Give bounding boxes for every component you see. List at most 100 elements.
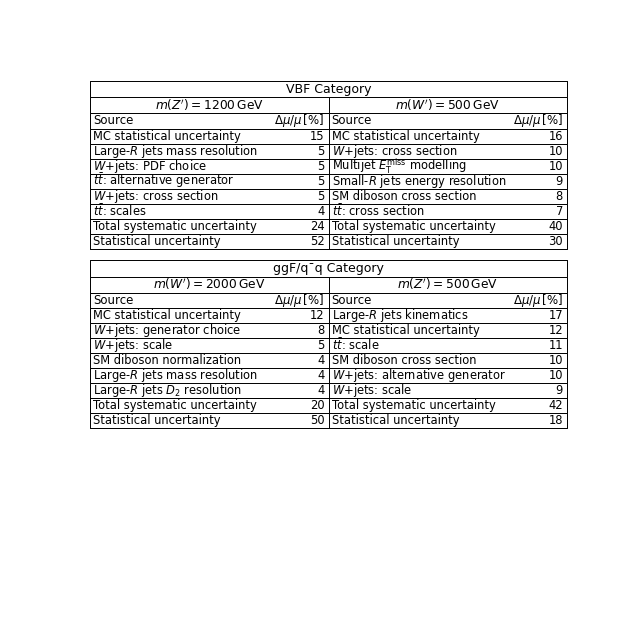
Bar xyxy=(90,338,328,353)
Text: 10: 10 xyxy=(549,159,563,173)
Text: 12: 12 xyxy=(548,324,563,337)
Text: $\Delta\mu/\mu\,[\%]$: $\Delta\mu/\mu\,[\%]$ xyxy=(274,292,324,309)
Text: ggF/q¯q Category: ggF/q¯q Category xyxy=(273,262,384,275)
Text: Source: Source xyxy=(331,294,372,307)
Text: $m(W^{\prime}) = 500\,\mathrm{GeV}$: $m(W^{\prime}) = 500\,\mathrm{GeV}$ xyxy=(395,97,500,113)
Text: 10: 10 xyxy=(549,145,563,158)
Text: 40: 40 xyxy=(549,220,563,233)
Bar xyxy=(90,308,328,323)
Text: Statistical uncertainty: Statistical uncertainty xyxy=(94,414,221,427)
Text: 15: 15 xyxy=(310,130,324,143)
Text: SM diboson normalization: SM diboson normalization xyxy=(94,354,242,367)
Text: $\Delta\mu/\mu\,[\%]$: $\Delta\mu/\mu\,[\%]$ xyxy=(274,113,324,130)
Text: $W$+jets: scale: $W$+jets: scale xyxy=(331,382,412,399)
Text: $\Delta\mu/\mu\,[\%]$: $\Delta\mu/\mu\,[\%]$ xyxy=(513,113,563,130)
Text: Total systematic uncertainty: Total systematic uncertainty xyxy=(331,399,495,412)
Text: 20: 20 xyxy=(310,399,324,412)
Text: 16: 16 xyxy=(549,130,563,143)
Text: Total systematic uncertainty: Total systematic uncertainty xyxy=(94,220,257,233)
Text: $t\bar{t}$: cross section: $t\bar{t}$: cross section xyxy=(331,204,424,219)
Text: 9: 9 xyxy=(556,384,563,397)
Text: 9: 9 xyxy=(556,174,563,188)
Bar xyxy=(90,219,328,234)
Text: Large-$R$ jets kinematics: Large-$R$ jets kinematics xyxy=(331,307,469,324)
Bar xyxy=(90,159,328,174)
Text: 7: 7 xyxy=(556,205,563,218)
Bar xyxy=(90,81,567,249)
Bar xyxy=(329,97,567,113)
Text: 18: 18 xyxy=(549,414,563,427)
Text: $W$+jets: cross section: $W$+jets: cross section xyxy=(94,188,219,205)
Text: 42: 42 xyxy=(548,399,563,412)
Text: $t\bar{t}$: alternative generator: $t\bar{t}$: alternative generator xyxy=(94,172,235,191)
Bar xyxy=(329,308,567,323)
Bar xyxy=(90,383,328,398)
Text: 5: 5 xyxy=(317,339,324,352)
Text: 11: 11 xyxy=(549,339,563,352)
Bar xyxy=(329,338,567,353)
Bar xyxy=(329,129,567,144)
Text: $m(Z^{\prime}) = 1200\,\mathrm{GeV}$: $m(Z^{\prime}) = 1200\,\mathrm{GeV}$ xyxy=(155,97,264,113)
Bar xyxy=(329,234,567,249)
Text: Small-$R$ jets energy resolution: Small-$R$ jets energy resolution xyxy=(331,173,506,190)
Bar xyxy=(329,368,567,383)
Bar xyxy=(90,368,328,383)
Bar xyxy=(90,277,328,293)
Bar xyxy=(90,144,328,159)
Bar xyxy=(329,144,567,159)
Text: 4: 4 xyxy=(317,384,324,397)
Text: 8: 8 xyxy=(556,190,563,202)
Bar xyxy=(90,353,328,368)
Text: MC statistical uncertainty: MC statistical uncertainty xyxy=(331,130,479,143)
Bar xyxy=(90,189,328,204)
Bar xyxy=(329,219,567,234)
Text: $t\bar{t}$: scale: $t\bar{t}$: scale xyxy=(331,338,379,353)
Text: 50: 50 xyxy=(310,414,324,427)
Text: 17: 17 xyxy=(548,309,563,322)
Bar xyxy=(90,323,328,338)
Text: 5: 5 xyxy=(317,190,324,202)
Bar xyxy=(90,398,328,413)
Text: Large-$R$ jets mass resolution: Large-$R$ jets mass resolution xyxy=(94,367,258,384)
Text: Large-$R$ jets $D_2$ resolution: Large-$R$ jets $D_2$ resolution xyxy=(94,382,242,399)
Text: 52: 52 xyxy=(310,235,324,248)
Text: SM diboson cross section: SM diboson cross section xyxy=(331,354,476,367)
Text: MC statistical uncertainty: MC statistical uncertainty xyxy=(94,130,241,143)
Text: MC statistical uncertainty: MC statistical uncertainty xyxy=(94,309,241,322)
Text: $W$+jets: scale: $W$+jets: scale xyxy=(94,337,174,354)
Bar xyxy=(90,293,328,308)
Text: Statistical uncertainty: Statistical uncertainty xyxy=(331,414,459,427)
Bar xyxy=(329,113,567,129)
Text: 8: 8 xyxy=(317,324,324,337)
Bar xyxy=(90,97,328,113)
Text: $m(W^{\prime}) = 2000\,\mathrm{GeV}$: $m(W^{\prime}) = 2000\,\mathrm{GeV}$ xyxy=(153,277,265,292)
Bar xyxy=(90,174,328,189)
Bar xyxy=(329,398,567,413)
Bar xyxy=(90,260,567,277)
Bar xyxy=(329,383,567,398)
Bar xyxy=(329,293,567,308)
Text: MC statistical uncertainty: MC statistical uncertainty xyxy=(331,324,479,337)
Text: 5: 5 xyxy=(317,174,324,188)
Bar xyxy=(90,260,567,428)
Text: $\Delta\mu/\mu\,[\%]$: $\Delta\mu/\mu\,[\%]$ xyxy=(513,292,563,309)
Text: 4: 4 xyxy=(317,354,324,367)
Text: Total systematic uncertainty: Total systematic uncertainty xyxy=(331,220,495,233)
Text: 5: 5 xyxy=(317,145,324,158)
Text: 10: 10 xyxy=(549,369,563,382)
Text: Statistical uncertainty: Statistical uncertainty xyxy=(331,235,459,248)
Text: Multijet $E_{\mathrm{T}}^{\mathrm{miss}}$ modelling: Multijet $E_{\mathrm{T}}^{\mathrm{miss}}… xyxy=(331,156,467,176)
Text: 12: 12 xyxy=(310,309,324,322)
Bar xyxy=(90,413,328,428)
Text: Source: Source xyxy=(331,115,372,128)
Text: $W$+jets: alternative generator: $W$+jets: alternative generator xyxy=(331,367,506,384)
Bar xyxy=(90,113,328,129)
Text: $m(Z^{\prime}) = 500\,\mathrm{GeV}$: $m(Z^{\prime}) = 500\,\mathrm{GeV}$ xyxy=(397,277,498,292)
Bar xyxy=(329,189,567,204)
Bar xyxy=(90,129,328,144)
Text: 4: 4 xyxy=(317,369,324,382)
Bar xyxy=(90,234,328,249)
Text: VBF Category: VBF Category xyxy=(286,82,371,95)
Text: 24: 24 xyxy=(310,220,324,233)
Bar xyxy=(90,204,328,219)
